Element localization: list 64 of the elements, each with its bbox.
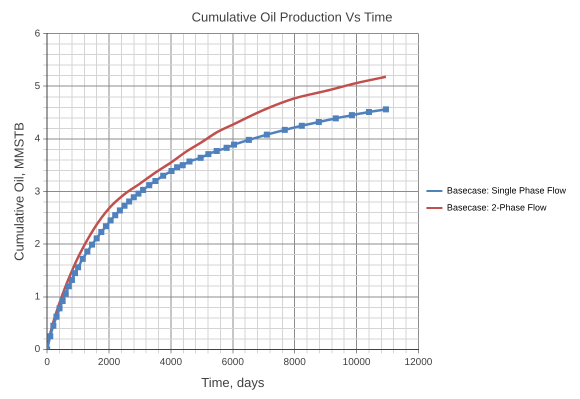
point [316, 119, 322, 126]
point [94, 235, 100, 242]
x-tick-label: 0 [44, 357, 50, 368]
point [53, 314, 60, 320]
point [140, 186, 146, 193]
legend-label: Basecase: Single Phase Flow [446, 185, 566, 196]
point [146, 182, 152, 188]
y-tick-label: 3 [34, 186, 41, 198]
y-tick-label: 6 [34, 28, 41, 40]
x-tick-label: 12000 [404, 357, 433, 368]
point [298, 122, 305, 129]
legend-label: Basecase: 2-Phase Flow [446, 202, 547, 212]
point [135, 190, 142, 197]
y-tick-label: 1 [34, 292, 41, 303]
x-tick-label: 10000 [342, 357, 371, 368]
point [152, 178, 158, 184]
point [102, 223, 109, 230]
point [282, 126, 288, 133]
point [231, 142, 238, 148]
point [47, 333, 54, 340]
y-tick-label: 0 [34, 344, 41, 356]
chart-title: Cumulative Oil Production Vs Time [192, 9, 392, 24]
point [382, 106, 389, 112]
x-tick-label: 8000 [284, 357, 306, 368]
point [224, 144, 230, 151]
point [89, 242, 96, 248]
point [214, 148, 220, 154]
point [264, 132, 270, 138]
point [121, 202, 128, 209]
x-axis-title: Time, days [201, 374, 265, 390]
point [332, 115, 339, 122]
point [60, 298, 66, 304]
point [80, 256, 86, 262]
point [348, 112, 355, 118]
y-tick-label: 2 [34, 238, 41, 250]
point [56, 305, 63, 312]
point [130, 194, 137, 200]
y-tick-label: 5 [34, 80, 41, 92]
point [50, 322, 56, 329]
point [180, 162, 186, 168]
point [366, 109, 372, 116]
point [62, 290, 69, 297]
point [126, 198, 132, 205]
point [160, 172, 166, 179]
point [68, 276, 75, 283]
point [116, 207, 123, 214]
point [198, 154, 204, 161]
x-tick-label: 2000 [98, 357, 121, 368]
point [84, 248, 90, 255]
point [112, 212, 118, 218]
point [168, 168, 175, 174]
point [75, 264, 82, 270]
x-tick-label: 6000 [222, 357, 244, 368]
point [66, 283, 72, 290]
point [186, 158, 192, 165]
point [246, 136, 252, 143]
point [98, 229, 104, 236]
point [174, 164, 180, 170]
point [108, 217, 114, 224]
y-axis-title: Cumulative Oil, MMSTB [11, 122, 26, 261]
point [205, 151, 212, 158]
x-tick-label: 4000 [160, 357, 182, 368]
point [72, 270, 78, 276]
y-tick-label: 4 [34, 134, 41, 145]
